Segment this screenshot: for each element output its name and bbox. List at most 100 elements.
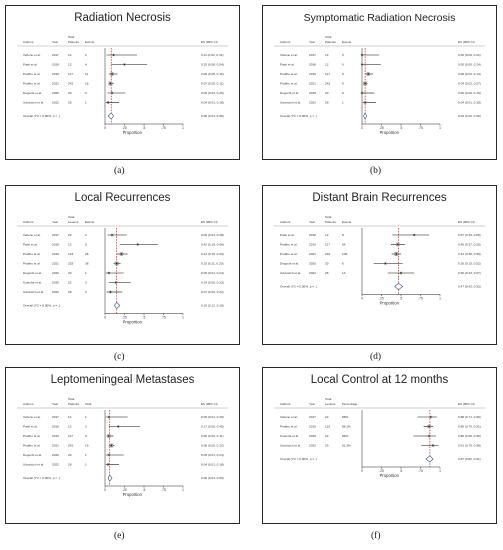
study-n: 242 <box>325 252 330 256</box>
x-tick-label: .5 <box>400 469 403 473</box>
study-author: Vellone et al. <box>23 53 41 57</box>
study-ci-text: 0.04 (0.01, 0.18) <box>458 101 481 105</box>
study-ci-text: 0.25 (0.08, 0.54) <box>201 63 224 67</box>
column-header: Authors <box>280 40 291 44</box>
study-year: 2019 <box>309 243 316 247</box>
study-year: 2017 <box>52 415 59 419</box>
study-point <box>361 92 363 94</box>
chart-title: Radiation Necrosis <box>74 12 171 24</box>
forest-panel-distant-brain-recurrences: Distant Brain Recurrences Total Authors Yea… <box>262 185 497 345</box>
study-ci-text: 0.17 (0.05, 0.45) <box>201 425 224 429</box>
study-author: Deguchi et al. <box>23 453 42 457</box>
study-ci-text: 0.14 (0.05, 0.33) <box>201 281 224 285</box>
x-tick-label: 0 <box>104 488 106 492</box>
study-ci-text: 0.11 (0.02, 0.41) <box>201 53 223 57</box>
study-events: 5 <box>85 243 87 247</box>
study-point <box>428 425 430 428</box>
study-events: 1 <box>342 101 344 105</box>
study-author: Vellone et al. <box>23 233 41 237</box>
overall-label: Overall (I^2 = 0.00%, p = .) <box>280 114 317 118</box>
study-events: 86% <box>342 434 348 438</box>
study-year: 2022 <box>52 463 59 467</box>
study-point <box>120 253 123 255</box>
x-tick-label: .5 <box>143 126 146 130</box>
study-author: Deguchi et al. <box>23 271 42 275</box>
x-tick-label: .75 <box>418 297 423 301</box>
column-header: Lesions <box>68 220 79 224</box>
study-author: Vellone et al. <box>280 53 298 57</box>
study-n: 12 <box>68 63 72 67</box>
study-ci-text: 0.44 (0.38, 0.50) <box>458 252 481 256</box>
study-year: 2019 <box>52 434 59 438</box>
overall-label: Overall (I^2 = 0.00%, p = .) <box>280 285 317 289</box>
study-n: 12 <box>68 243 72 247</box>
study-year: 2019 <box>309 425 316 429</box>
study-year: 2021 <box>309 252 316 256</box>
study-n: 117 <box>68 72 73 76</box>
column-header: Patients <box>325 40 336 44</box>
study-year: 2020 <box>52 453 59 457</box>
x-axis-label: Proportion <box>123 492 143 497</box>
study-n: 22 <box>325 415 329 419</box>
overall-label: Overall (I^2 = 0.00%, p = .) <box>280 457 317 461</box>
study-events: 91.3% <box>342 444 351 448</box>
study-n: 28 <box>325 101 329 105</box>
study-ci-text: 0.30 (0.15, 0.52) <box>458 262 481 266</box>
x-tick-label: .25 <box>379 126 384 130</box>
x-tick-label: .25 <box>379 469 384 473</box>
forest-panel-local-recurrences: Local Recurrences Total Authors Year Lesions… <box>5 185 240 345</box>
column-header-es: ES (95% CI) <box>458 40 475 44</box>
study-events: 1 <box>85 101 87 105</box>
study-ci-text: 0.05 (0.01, 0.29) <box>201 415 224 419</box>
column-header: Year <box>52 220 58 224</box>
column-header: Events <box>85 220 95 224</box>
study-n: 28 <box>325 271 329 275</box>
study-point <box>432 444 434 447</box>
header-total: Total <box>68 397 75 401</box>
study-author: Prabhu et al. <box>280 82 298 86</box>
study-point <box>413 234 415 236</box>
x-axis-label: Proportion <box>123 320 143 325</box>
forest-plot-svg: Local Control at 12 months Total Authors Ye… <box>262 367 497 524</box>
column-header-es: ES (95% CI) <box>201 220 218 224</box>
x-tick-label: .75 <box>418 469 423 473</box>
study-events: 0 <box>342 63 344 67</box>
forest-plot-svg: Radiation Necrosis Total Authors Year Patien… <box>5 5 240 160</box>
x-tick-label: .75 <box>161 316 166 320</box>
study-ci-text: 0.08 (0.05, 0.12) <box>201 444 224 448</box>
study-events: 1 <box>85 415 87 419</box>
overall-ci-text: 0.06 (0.04, 0.09) <box>201 476 224 480</box>
column-header: Year <box>309 220 315 224</box>
study-author: Patel et al. <box>280 233 295 237</box>
header-total: Total <box>68 35 75 39</box>
study-author: Patel et al. <box>23 243 38 247</box>
x-tick-label: 1 <box>439 469 441 473</box>
study-events: 9 <box>342 82 344 86</box>
study-n: 28 <box>68 101 72 105</box>
study-events: 26 <box>85 252 89 256</box>
caption-d: (d) <box>370 352 382 362</box>
study-point <box>428 435 430 437</box>
study-ci-text: 0.04 (0.02, 0.07) <box>458 82 481 86</box>
study-events: 14 <box>342 271 346 275</box>
header-total: Total <box>325 215 332 219</box>
study-ci-text: 0.21 (0.15, 0.29) <box>201 252 224 256</box>
study-ci-text: 0.50 (0.33, 0.67) <box>458 271 481 275</box>
study-point <box>361 54 363 56</box>
study-ci-text: 0.07 (0.02, 0.22) <box>201 290 224 294</box>
panel-frame <box>5 367 240 524</box>
study-events: 54 <box>342 243 346 247</box>
chart-title: Symptomatic Radiation Necrosis <box>304 12 456 24</box>
study-author: Prabhu et al. <box>23 82 41 86</box>
study-n: 20 <box>68 91 72 95</box>
study-point <box>384 262 387 265</box>
header-total: Total <box>325 35 332 39</box>
panel-frame <box>262 367 497 524</box>
study-point <box>429 416 432 418</box>
study-point <box>109 291 112 293</box>
study-point <box>108 272 110 274</box>
study-events: 2 <box>85 91 87 95</box>
header-total: Total <box>68 215 75 219</box>
study-author: Udovicich et al. <box>23 290 44 294</box>
study-events: 88% <box>342 415 348 419</box>
